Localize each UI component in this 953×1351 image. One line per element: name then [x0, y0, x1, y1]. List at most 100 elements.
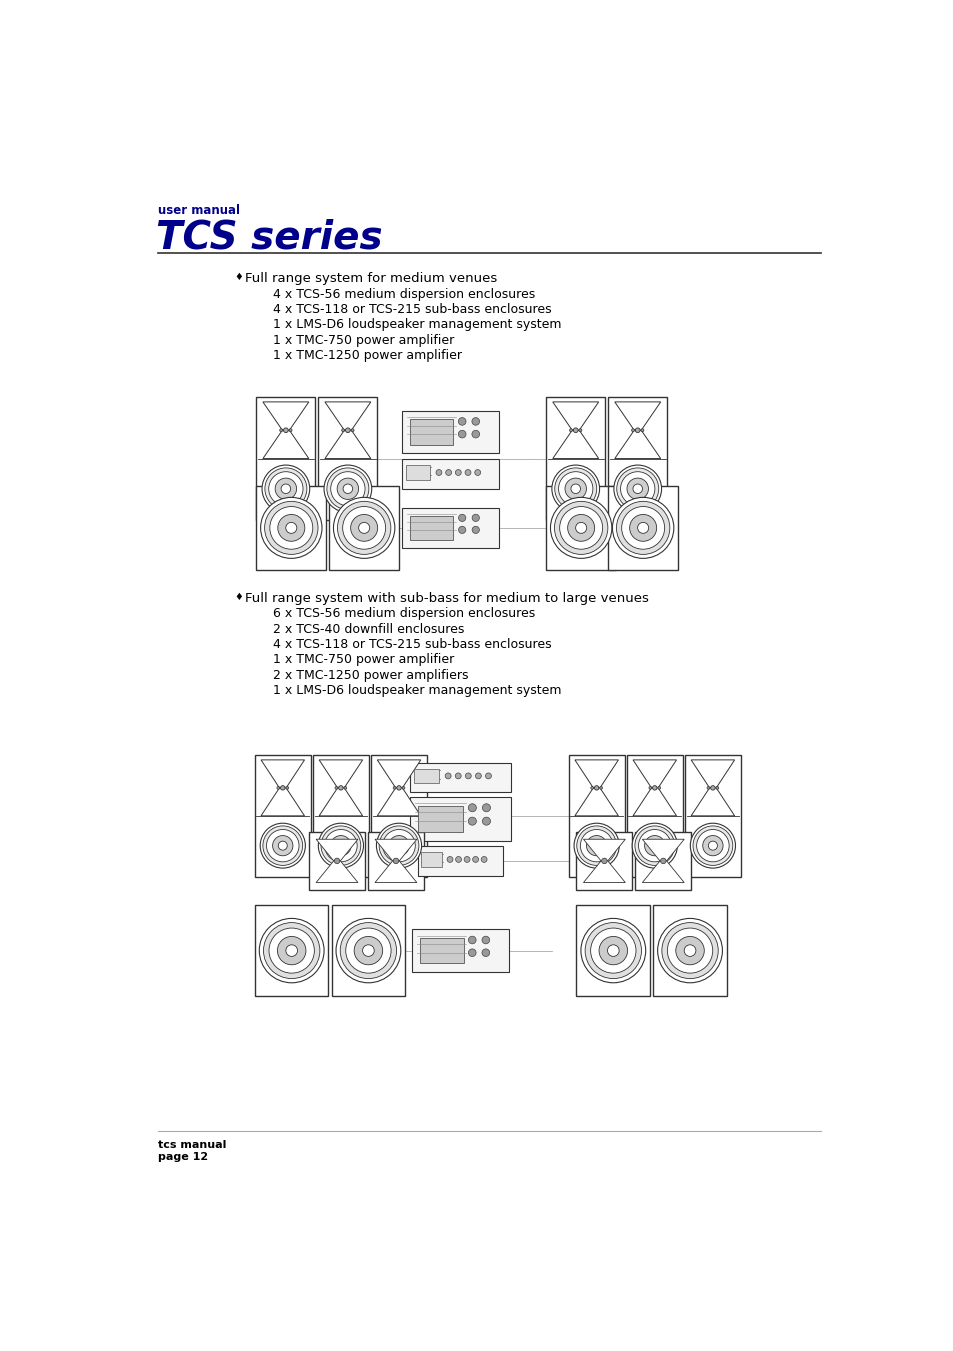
Circle shape [601, 858, 606, 863]
Bar [635, 832, 691, 890]
Circle shape [331, 835, 351, 855]
Circle shape [458, 515, 465, 521]
Text: page 12: page 12 [158, 1151, 208, 1162]
Text: 1 x TMC-1250 power amplifier: 1 x TMC-1250 power amplifier [273, 349, 461, 362]
Circle shape [564, 478, 586, 500]
Circle shape [472, 857, 478, 862]
Circle shape [644, 835, 664, 855]
Circle shape [274, 478, 296, 500]
Bar [546, 485, 616, 570]
Circle shape [584, 923, 640, 978]
Circle shape [482, 817, 490, 825]
Circle shape [616, 467, 658, 509]
Circle shape [465, 773, 471, 778]
Polygon shape [583, 861, 624, 882]
Circle shape [457, 417, 465, 426]
Polygon shape [261, 788, 304, 816]
Circle shape [269, 928, 314, 973]
Circle shape [260, 497, 322, 558]
Circle shape [334, 497, 395, 558]
Circle shape [475, 773, 481, 778]
Bar [402, 508, 498, 549]
Bar [329, 485, 398, 570]
Circle shape [280, 786, 285, 790]
Circle shape [574, 823, 618, 869]
Polygon shape [375, 839, 416, 861]
Circle shape [265, 467, 307, 509]
Circle shape [667, 928, 712, 973]
Bar [653, 905, 726, 996]
Bar [410, 763, 510, 792]
Polygon shape [575, 788, 618, 816]
Circle shape [259, 919, 324, 982]
Circle shape [683, 944, 695, 957]
Circle shape [626, 478, 648, 500]
Text: 2 x TMC-1250 power amplifiers: 2 x TMC-1250 power amplifiers [273, 669, 468, 682]
Bar [318, 397, 377, 520]
Circle shape [554, 467, 596, 509]
Circle shape [464, 470, 471, 476]
Circle shape [708, 842, 717, 850]
Polygon shape [319, 788, 362, 816]
Circle shape [358, 523, 369, 534]
Circle shape [277, 936, 306, 965]
Text: Full range system for medium venues: Full range system for medium venues [245, 273, 497, 285]
Bar [402, 459, 498, 489]
Polygon shape [575, 759, 618, 788]
Bar [309, 832, 365, 890]
Circle shape [260, 823, 305, 869]
Circle shape [362, 944, 374, 957]
Bar [417, 805, 463, 832]
Polygon shape [614, 430, 660, 458]
Circle shape [457, 431, 465, 438]
Circle shape [445, 470, 451, 476]
Circle shape [586, 835, 606, 855]
Circle shape [351, 428, 354, 432]
Circle shape [590, 928, 636, 973]
Circle shape [337, 501, 391, 554]
Bar [419, 938, 463, 963]
Polygon shape [690, 788, 734, 816]
Circle shape [468, 948, 476, 957]
Circle shape [675, 936, 703, 965]
Circle shape [266, 830, 298, 862]
Circle shape [590, 786, 593, 789]
Polygon shape [325, 401, 371, 430]
Text: TCS series: TCS series [156, 219, 383, 257]
Circle shape [351, 515, 377, 542]
Circle shape [599, 786, 602, 789]
Polygon shape [315, 839, 357, 861]
Polygon shape [641, 861, 683, 882]
Circle shape [335, 919, 400, 982]
Circle shape [632, 484, 641, 493]
Circle shape [278, 842, 287, 850]
Circle shape [286, 786, 289, 789]
Bar [406, 465, 430, 480]
Bar [608, 485, 678, 570]
Bar [626, 755, 682, 877]
Circle shape [279, 428, 282, 432]
Circle shape [468, 936, 476, 944]
Circle shape [650, 842, 659, 850]
Bar [576, 905, 649, 996]
Circle shape [345, 428, 350, 432]
Circle shape [464, 857, 470, 862]
Circle shape [276, 786, 279, 789]
Circle shape [447, 857, 453, 862]
Bar [256, 397, 315, 520]
Circle shape [455, 470, 460, 476]
Text: ♦: ♦ [233, 273, 242, 282]
Circle shape [286, 944, 297, 957]
Circle shape [472, 417, 479, 426]
Circle shape [482, 804, 490, 812]
Text: 4 x TCS-118 or TCS-215 sub-bass enclosures: 4 x TCS-118 or TCS-215 sub-bass enclosur… [273, 638, 551, 651]
Circle shape [657, 919, 721, 982]
Text: tcs manual: tcs manual [158, 1140, 226, 1150]
Circle shape [551, 465, 598, 512]
Circle shape [567, 515, 594, 542]
Polygon shape [614, 401, 660, 430]
Polygon shape [325, 430, 371, 458]
Polygon shape [633, 759, 676, 788]
Circle shape [283, 428, 288, 432]
Bar [417, 846, 502, 875]
